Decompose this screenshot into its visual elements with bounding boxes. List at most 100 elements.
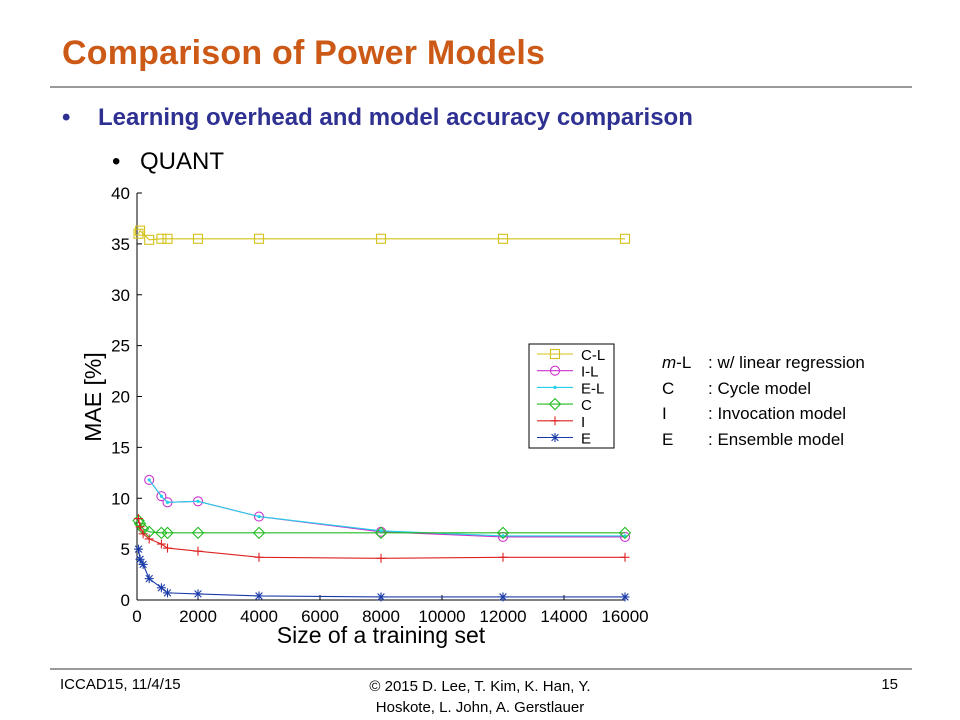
legend-entry-c: C xyxy=(537,397,592,414)
data-point-e-l xyxy=(196,499,200,503)
marker-square xyxy=(497,233,509,244)
note-abbr-italic: m xyxy=(662,353,677,372)
y-tick-label: 20 xyxy=(111,388,130,407)
data-point-e xyxy=(144,574,154,584)
marker-square xyxy=(375,233,387,244)
x-tick-label: 0 xyxy=(132,607,141,626)
marker-diamond xyxy=(161,526,174,540)
marker-square xyxy=(144,234,155,245)
x-tick-label: 8000 xyxy=(362,607,400,626)
data-point-i xyxy=(156,539,166,549)
marker-ast-d2 xyxy=(163,589,172,597)
data-point-e xyxy=(163,588,172,598)
x-tick-label: 2000 xyxy=(179,607,217,626)
marker-diamond xyxy=(191,526,205,540)
data-point-i xyxy=(620,552,630,562)
data-point-c-l xyxy=(156,233,167,244)
data-point-c-l xyxy=(162,233,173,244)
y-tick-label: 30 xyxy=(111,286,130,305)
data-point-c-l xyxy=(133,228,144,239)
marker-dot xyxy=(257,514,261,519)
legend-swatch-marker xyxy=(549,348,561,360)
legend-label: E-L xyxy=(581,380,604,397)
data-point-e xyxy=(138,559,148,569)
bullet-symbol: • xyxy=(112,148,121,175)
data-point-i xyxy=(254,552,264,562)
data-point-c-l xyxy=(497,233,509,244)
marker-ast-d2 xyxy=(255,592,263,600)
data-point-e-l xyxy=(159,494,163,498)
marker-dot xyxy=(623,534,627,538)
data-point-e xyxy=(193,589,203,599)
data-point-e xyxy=(376,592,386,602)
note-desc: : Ensemble model xyxy=(708,429,845,449)
marker-dot xyxy=(501,534,505,538)
data-point-i xyxy=(376,553,386,563)
y-axis-title: MAE [%] xyxy=(80,352,106,441)
data-point-c-l xyxy=(144,234,155,245)
data-point-c-l xyxy=(619,233,631,244)
footer-copyright: © 2015 D. Lee, T. Kim, K. Han, Y. Hoskot… xyxy=(330,676,630,718)
data-point-e-l xyxy=(147,478,151,482)
marker-square xyxy=(619,233,631,244)
data-point-i xyxy=(144,534,154,544)
x-tick-label: 4000 xyxy=(240,607,278,626)
marker-dot xyxy=(196,499,200,503)
marker-ast-d2 xyxy=(551,433,559,442)
note-desc: : w/ linear regression xyxy=(708,353,865,372)
data-point-c-l xyxy=(375,233,387,244)
data-point-c-l xyxy=(192,233,204,244)
data-point-c xyxy=(496,526,510,540)
series-i xyxy=(134,514,630,563)
footer-conference: ICCAD15, 11/4/15 xyxy=(60,676,181,693)
note-desc: : Cycle model xyxy=(708,378,811,398)
title-divider xyxy=(50,86,912,88)
data-point-e xyxy=(498,592,508,602)
series-line-i-l xyxy=(148,479,625,538)
data-point-e-l xyxy=(623,534,627,538)
data-point-c-l xyxy=(135,225,146,236)
series-c-l xyxy=(133,225,631,245)
bullet-level-2-text: QUANT xyxy=(140,148,224,175)
series-line-c-l xyxy=(138,229,625,241)
marker-ast-d2 xyxy=(377,593,385,601)
note-abbr: m-L xyxy=(662,350,691,376)
marker-diamond xyxy=(548,397,562,411)
data-point-i xyxy=(498,552,508,562)
marker-ast-d2 xyxy=(136,555,144,564)
marker-square xyxy=(133,228,144,239)
marker-square xyxy=(549,348,561,360)
data-point-c xyxy=(618,526,632,540)
legend-entry-c-l: C-L xyxy=(537,347,605,364)
marker-dot xyxy=(165,500,170,504)
footer-divider xyxy=(50,668,912,670)
data-point-i-l xyxy=(156,491,167,502)
legend-swatch-marker xyxy=(550,416,560,426)
marker-dot xyxy=(159,494,163,498)
x-tick-label: 10000 xyxy=(418,607,465,626)
series-line-e xyxy=(137,549,625,598)
y-tick-label: 10 xyxy=(111,489,130,508)
legend-label: I xyxy=(581,414,585,431)
legend-entry-i: I xyxy=(537,414,585,431)
marker-square xyxy=(253,233,265,244)
footer-copyright-line-1: © 2015 D. Lee, T. Kim, K. Han, Y. xyxy=(369,678,591,695)
legend-swatch-marker xyxy=(553,385,557,389)
marker-dot xyxy=(147,478,151,482)
note-abbr: I xyxy=(662,404,667,423)
data-point-e xyxy=(254,591,264,601)
legend-label: C xyxy=(581,397,592,414)
note-abbr: C xyxy=(662,378,675,398)
marker-diamond xyxy=(155,526,168,540)
data-point-i xyxy=(135,522,145,532)
legend-label: I-L xyxy=(581,364,599,381)
data-point-c xyxy=(191,526,205,540)
data-point-c xyxy=(161,526,174,540)
marker-square xyxy=(135,225,146,236)
marker-dot xyxy=(553,385,557,389)
data-point-e xyxy=(135,554,145,564)
data-point-i xyxy=(138,529,148,539)
legend-swatch-marker xyxy=(549,365,561,376)
